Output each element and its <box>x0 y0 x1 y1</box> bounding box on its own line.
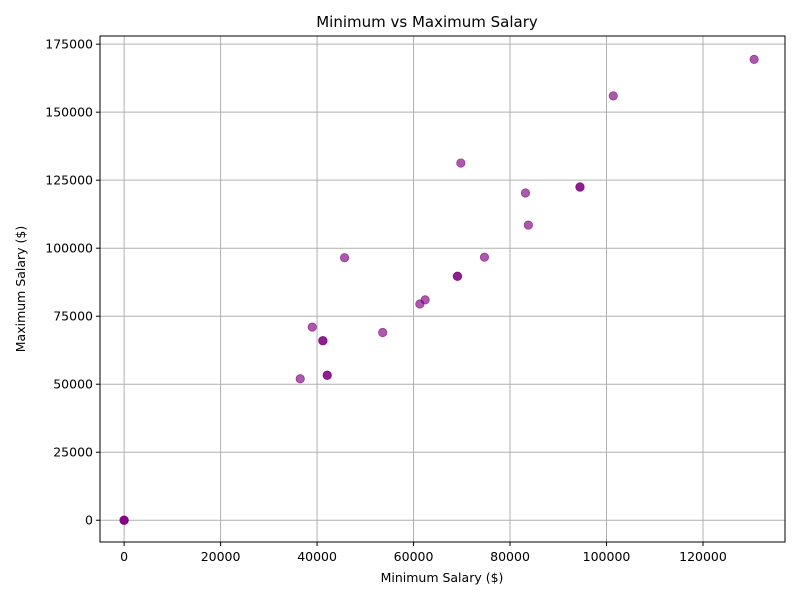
ticks-layer: 0 20000 40000 60000 80000 100000 120000 0 25000 5… <box>45 37 727 564</box>
y-tick-label: 150000 <box>45 105 93 120</box>
data-point <box>575 182 585 192</box>
x-tick-label: 80000 <box>490 549 530 564</box>
y-tick-label: 25000 <box>53 445 93 460</box>
grid-layer <box>100 36 785 542</box>
x-tick-label: 40000 <box>297 549 337 564</box>
y-axis-label: Maximum Salary ($) <box>13 226 28 353</box>
x-tick-label: 20000 <box>201 549 241 564</box>
data-point <box>119 515 129 525</box>
y-tick-label: 175000 <box>45 37 93 52</box>
points-layer <box>119 54 759 525</box>
x-tick-label: 0 <box>120 549 128 564</box>
x-tick-label: 100000 <box>583 549 631 564</box>
data-point <box>608 91 618 101</box>
data-point <box>456 158 466 168</box>
data-point <box>378 327 388 338</box>
data-point <box>339 253 350 263</box>
data-point <box>318 336 328 346</box>
data-point <box>749 54 759 64</box>
y-tick-label: 100000 <box>45 241 93 256</box>
data-point <box>322 370 332 380</box>
plot-frame <box>99 35 786 543</box>
data-point <box>523 220 533 230</box>
data-point <box>420 295 430 305</box>
data-point <box>452 271 463 281</box>
x-tick-label: 120000 <box>679 549 727 564</box>
data-point <box>295 374 305 384</box>
y-tick-label: 0 <box>85 513 93 528</box>
data-point <box>307 322 317 332</box>
y-tick-label: 50000 <box>53 377 93 392</box>
data-point <box>520 188 531 198</box>
chart-title: Minimum vs Maximum Salary <box>316 13 538 31</box>
x-axis-label: Minimum Salary ($) <box>381 570 504 585</box>
y-tick-label: 75000 <box>53 309 93 324</box>
x-tick-label: 60000 <box>394 549 434 564</box>
data-point <box>479 252 490 262</box>
y-tick-label: 125000 <box>45 173 93 188</box>
